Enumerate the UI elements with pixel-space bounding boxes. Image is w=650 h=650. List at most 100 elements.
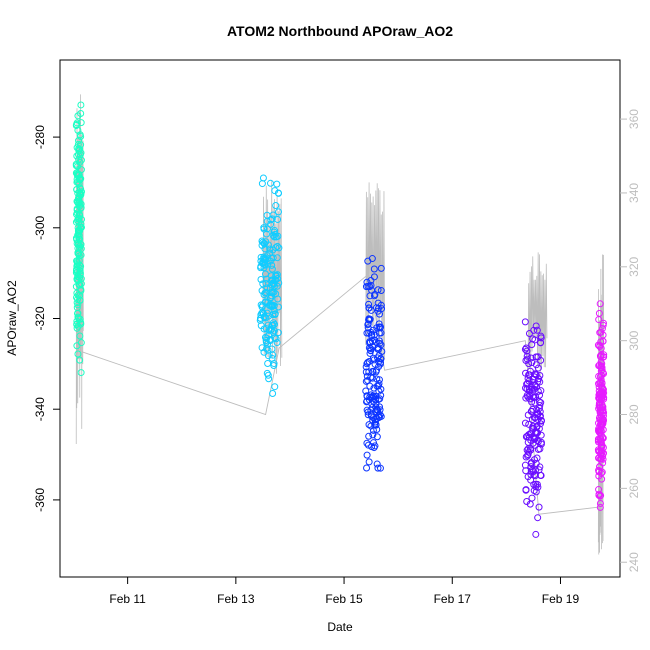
data-point [375, 310, 383, 318]
data-point [367, 332, 375, 340]
data-point [597, 491, 605, 499]
data-point [528, 415, 536, 423]
data-point [373, 406, 381, 414]
data-point [362, 387, 370, 395]
data-point [275, 244, 283, 252]
y-tick-label: -360 [33, 488, 47, 512]
y-tick-label: -340 [33, 397, 47, 421]
data-point [368, 286, 376, 294]
data-point [261, 333, 269, 341]
data-point [363, 439, 371, 447]
data-point [374, 382, 382, 390]
y-axis: -280 -300 -320 -340 -360 [33, 125, 60, 512]
data-point [271, 187, 279, 195]
data-point [376, 464, 384, 472]
data-point [377, 329, 385, 337]
data-point [530, 414, 538, 422]
data-point [73, 152, 81, 160]
data-point [271, 227, 279, 235]
data-point [265, 375, 273, 383]
data-point [537, 387, 545, 395]
secondary-oscillation [527, 252, 548, 378]
data-point [596, 463, 604, 471]
data-point [595, 490, 603, 498]
data-point [365, 304, 373, 312]
data-point [264, 371, 272, 379]
data-point [73, 304, 81, 312]
data-point [76, 145, 84, 153]
data-point [364, 358, 372, 366]
data-point [273, 254, 281, 262]
data-point [595, 395, 603, 403]
data-point [377, 287, 385, 295]
data-point [274, 274, 282, 282]
data-point [524, 411, 532, 419]
data-point [74, 140, 82, 148]
data-point [259, 238, 267, 246]
data-point [525, 420, 533, 428]
data-point [524, 473, 532, 481]
data-point [375, 323, 383, 331]
data-point [77, 319, 85, 327]
data-point [258, 344, 266, 352]
data-point [74, 214, 82, 222]
data-point [262, 288, 270, 296]
data-point [369, 439, 377, 447]
data-point [522, 344, 530, 352]
data-point [535, 398, 543, 406]
data-point [262, 238, 270, 246]
data-point [596, 300, 604, 308]
data-point [374, 464, 382, 472]
x-axis-label: Date [327, 620, 353, 634]
data-point [596, 352, 604, 360]
data-point [374, 299, 382, 307]
data-point [534, 364, 542, 372]
data-point [530, 394, 538, 402]
data-point [372, 368, 380, 376]
y2-axis: 240 260 280 300 320 340 360 [620, 109, 641, 572]
data-point [73, 321, 81, 329]
data-point [597, 338, 605, 346]
data-point [595, 372, 603, 380]
data-point [523, 355, 531, 363]
data-point [263, 225, 271, 233]
data-point [272, 244, 280, 252]
data-point [263, 211, 271, 219]
data-point [537, 416, 545, 424]
data-point [366, 315, 374, 323]
data-point [76, 235, 84, 243]
data-point [256, 314, 264, 322]
y2-tick-label: 360 [627, 109, 641, 129]
data-point [522, 369, 530, 377]
data-point [257, 322, 265, 330]
data-point [365, 432, 373, 440]
data-point [375, 320, 383, 328]
data-point [597, 447, 605, 455]
data-point [268, 345, 276, 353]
data-point [524, 451, 532, 459]
data-point [529, 466, 537, 474]
y-tick-label: -320 [33, 306, 47, 330]
data-point [598, 448, 606, 456]
y-tick-label: -280 [33, 125, 47, 149]
data-point [269, 276, 277, 284]
data-point [366, 339, 374, 347]
data-point [76, 281, 84, 289]
data-point [595, 309, 603, 317]
data-point [530, 326, 538, 334]
data-point [259, 280, 267, 288]
data-point [522, 453, 530, 461]
data-point [77, 220, 85, 228]
data-point [375, 387, 383, 395]
data-point [262, 280, 270, 288]
data-point [533, 383, 541, 391]
data-points [72, 101, 608, 538]
data-point [264, 352, 272, 360]
data-point [73, 299, 81, 307]
data-point [260, 253, 268, 261]
data-point [523, 352, 531, 360]
data-point [368, 393, 376, 401]
data-point [72, 218, 80, 226]
data-point [270, 279, 278, 287]
